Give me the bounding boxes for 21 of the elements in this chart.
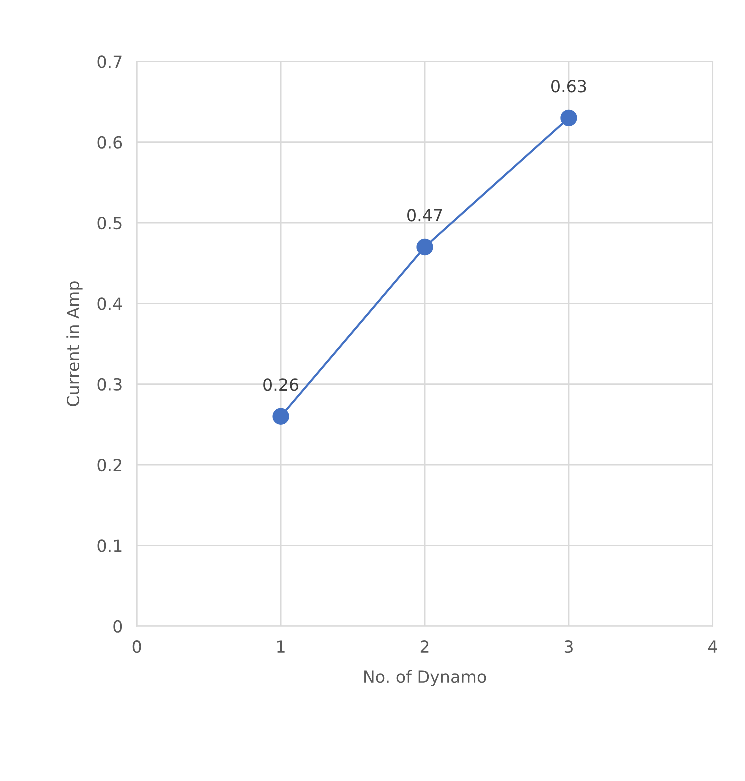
x-tick-label: 3 [564,640,573,654]
x-axis-title: No. of Dynamo [364,670,486,686]
y-tick-label: 0.1 [98,540,122,552]
point [416,238,434,256]
x-tick-label: 0 [132,640,142,654]
y-tick-label: 0.3 [98,378,122,391]
x-tick-label: 1 [278,640,285,653]
data-label: 0.47 [408,209,442,222]
point [272,408,290,425]
y-tick-label: 0.4 [98,298,122,310]
y-tick-label: 0 [114,620,122,633]
x-tick-label: 2 [420,640,429,653]
y-tick-label: 0.2 [98,458,122,472]
point [560,110,578,126]
y-tick-label: 0.6 [98,136,122,149]
data-label: 0.26 [264,378,299,392]
y-tick-label: 0.7 [98,56,122,68]
y-tick-label: 0.5 [98,216,122,230]
y-axis-title: Current in Amp [66,282,83,406]
x-tick-label: 4 [708,640,718,653]
data-label: 0.63 [552,80,586,93]
